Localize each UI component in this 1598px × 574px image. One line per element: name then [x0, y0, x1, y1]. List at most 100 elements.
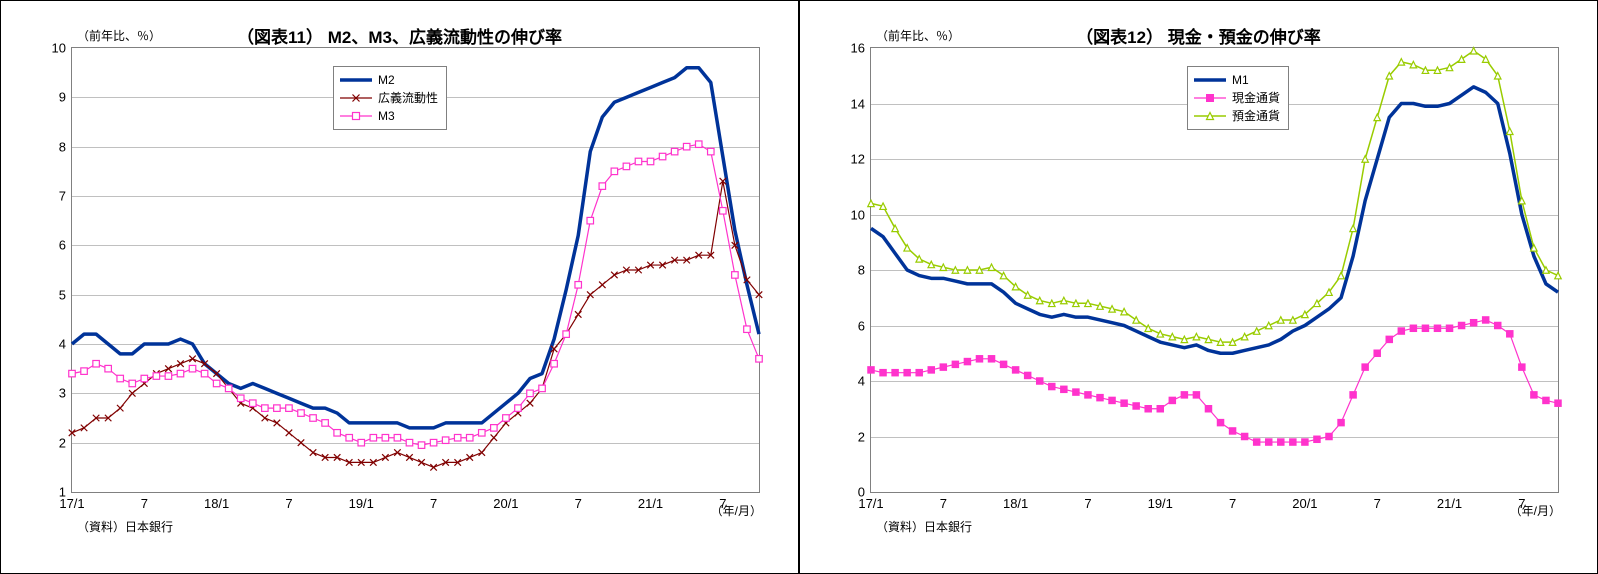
series-marker [1265, 439, 1272, 446]
legend-label: 現金通貨 [1232, 89, 1280, 106]
series-marker [1555, 272, 1562, 279]
plot-area: 1234567891017/1718/1719/1720/1721/17M2広義… [71, 47, 760, 493]
legend-swatch [1194, 73, 1226, 87]
series-marker [756, 291, 763, 298]
x-axis-unit: （年/月） [1510, 502, 1561, 519]
series-marker [880, 203, 887, 210]
series-marker [1422, 67, 1429, 74]
series-marker [1338, 419, 1345, 426]
y-tick-label: 10 [36, 41, 66, 56]
series-marker [274, 405, 281, 412]
series-marker [1109, 306, 1116, 313]
series-marker [1169, 397, 1176, 404]
series-marker [466, 434, 473, 441]
x-tick-label: 17/1 [858, 496, 883, 511]
series-marker [1482, 317, 1489, 324]
series-marker [611, 168, 618, 175]
series-marker [1157, 406, 1164, 413]
legend-item: 現金通貨 [1194, 89, 1280, 107]
legend-swatch [340, 91, 372, 105]
series-marker [1434, 67, 1441, 74]
series-marker [1145, 406, 1152, 413]
x-tick-label: 7 [575, 496, 582, 511]
series-marker [406, 454, 413, 461]
series-marker [659, 153, 666, 160]
series-marker [1278, 317, 1285, 324]
series-marker [1519, 364, 1526, 371]
series-marker [1253, 439, 1260, 446]
series-marker [563, 331, 570, 338]
series-marker [189, 356, 196, 363]
series-marker [635, 158, 642, 165]
series-marker [1229, 428, 1236, 435]
x-tick-label: 19/1 [1148, 496, 1173, 511]
series-marker [1458, 322, 1465, 329]
series-marker [964, 358, 971, 365]
chart-title: （図表12） 現金・預金の伸び率 [808, 23, 1589, 48]
series-marker [1073, 300, 1080, 307]
series-marker [1181, 336, 1188, 343]
series-marker [1012, 367, 1019, 374]
series-marker [623, 163, 630, 170]
x-tick-label: 20/1 [493, 496, 518, 511]
y-tick-label: 2 [36, 435, 66, 450]
legend-swatch [1194, 91, 1226, 105]
series-marker [213, 380, 220, 387]
series-marker [1362, 156, 1369, 163]
series-marker [1085, 300, 1092, 307]
series-marker [81, 425, 88, 432]
series-marker [1169, 333, 1176, 340]
y-tick-label: 10 [835, 207, 865, 222]
series-marker [1097, 394, 1104, 401]
series-marker [1494, 322, 1501, 329]
series-marker [274, 420, 281, 427]
series-marker [177, 370, 184, 377]
series-marker [1241, 333, 1248, 340]
series-marker [491, 434, 498, 441]
series-marker [117, 375, 124, 382]
series-marker [1446, 325, 1453, 332]
series-marker [1217, 419, 1224, 426]
series-marker [976, 267, 983, 274]
series-marker [105, 365, 112, 372]
series-marker [406, 439, 413, 446]
y-tick-label: 8 [36, 139, 66, 154]
series-marker [1205, 336, 1212, 343]
series-marker [599, 183, 606, 190]
series-marker [286, 430, 293, 437]
series-marker [1338, 272, 1345, 279]
series-marker [334, 430, 341, 437]
y-tick-label: 9 [36, 90, 66, 105]
series-marker [1073, 389, 1080, 396]
series-marker [286, 405, 293, 412]
series-marker [298, 439, 305, 446]
series-marker [756, 356, 763, 363]
series-marker [744, 326, 751, 333]
series-marker [1193, 333, 1200, 340]
series-marker [1398, 59, 1405, 66]
series-marker [1290, 439, 1297, 446]
series-marker [503, 415, 510, 422]
y-tick-label: 5 [36, 287, 66, 302]
figure-container: （前年比、％） （図表11） M2、M3、広義流動性の伸び率 123456789… [0, 0, 1598, 574]
series-line [871, 320, 1558, 442]
series-marker [539, 385, 546, 392]
series-marker [515, 405, 522, 412]
legend-item: 預金通貨 [1194, 107, 1280, 125]
legend-item: M2 [340, 71, 438, 89]
series-marker [1085, 392, 1092, 399]
series-marker [442, 437, 449, 444]
chart-panel-12: （前年比、％） （図表12） 現金・預金の伸び率 024681012141617… [799, 0, 1598, 574]
chart-title: （図表11） M2、M3、広義流動性の伸び率 [9, 23, 790, 48]
legend-item: M1 [1194, 71, 1280, 89]
series-marker [940, 364, 947, 371]
series-marker [262, 405, 269, 412]
series-marker [1265, 322, 1272, 329]
series-marker [1049, 383, 1056, 390]
series-marker [599, 282, 606, 289]
plot-area: 024681012141617/1718/1719/1720/1721/17M1… [870, 47, 1559, 493]
series-marker [1543, 397, 1550, 404]
y-tick-label: 3 [36, 386, 66, 401]
series-marker [189, 365, 196, 372]
series-marker [892, 369, 899, 376]
